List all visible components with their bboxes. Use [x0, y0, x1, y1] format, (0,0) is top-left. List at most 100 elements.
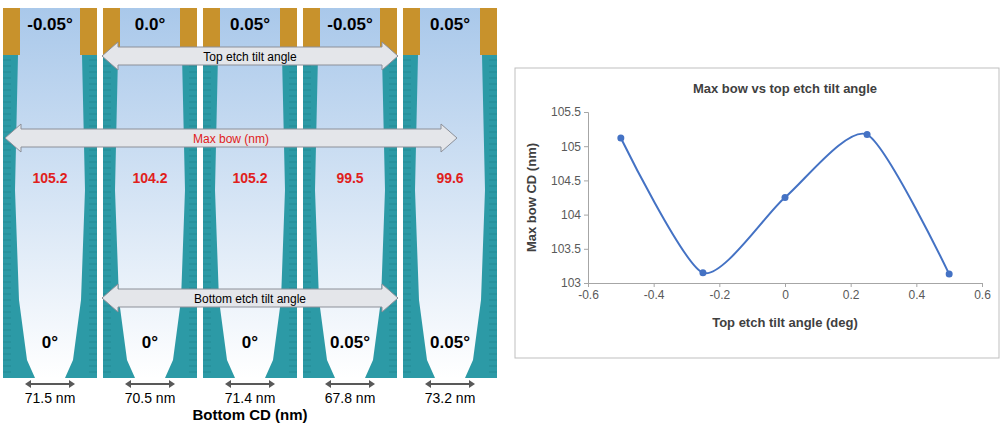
striation: [89, 60, 97, 61]
striation: [3, 192, 11, 193]
y-tick-label: 105.5: [551, 105, 581, 119]
striation: [303, 276, 311, 277]
striation: [289, 78, 297, 79]
striation: [203, 354, 211, 355]
arrow-body: [5, 124, 457, 152]
striation: [189, 366, 197, 367]
striation: [289, 288, 297, 289]
striation: [89, 228, 97, 229]
striation: [489, 360, 497, 361]
striation: [189, 186, 197, 187]
striation: [403, 270, 411, 271]
striation: [303, 72, 311, 73]
striation: [89, 222, 97, 223]
striation: [3, 246, 11, 247]
striation: [403, 324, 411, 325]
striation: [289, 282, 297, 283]
striation: [3, 228, 11, 229]
striation: [489, 336, 497, 337]
striation: [89, 216, 97, 217]
cd-arrowhead: [269, 380, 275, 388]
striation: [403, 258, 411, 259]
striation: [289, 360, 297, 361]
striation: [3, 222, 11, 223]
striation: [389, 108, 397, 109]
striation: [303, 192, 311, 193]
striation: [403, 78, 411, 79]
striation: [389, 210, 397, 211]
y-axis: 103103.5104104.5105105.5: [551, 105, 589, 290]
striation: [403, 174, 411, 175]
data-point: [617, 134, 624, 141]
striation: [203, 348, 211, 349]
striation: [189, 342, 197, 343]
striation: [303, 120, 311, 121]
striation: [89, 300, 97, 301]
striation: [203, 156, 211, 157]
striation: [103, 102, 111, 103]
striation: [89, 318, 97, 319]
striation: [389, 78, 397, 79]
wall: [465, 55, 497, 378]
striation: [3, 306, 11, 307]
striation: [489, 78, 497, 79]
striation: [189, 102, 197, 103]
wall: [403, 55, 435, 378]
striation: [489, 66, 497, 67]
striation: [103, 282, 111, 283]
striation: [203, 120, 211, 121]
striation: [303, 150, 311, 151]
striation: [3, 216, 11, 217]
striation: [403, 198, 411, 199]
striation: [189, 90, 197, 91]
wall: [265, 55, 297, 378]
striation: [289, 318, 297, 319]
striation: [203, 276, 211, 277]
striation: [3, 330, 11, 331]
striation: [303, 348, 311, 349]
striation: [289, 186, 297, 187]
striation: [203, 282, 211, 283]
striation: [189, 192, 197, 193]
striation: [89, 210, 97, 211]
striation: [203, 150, 211, 151]
striation: [489, 252, 497, 253]
striation: [203, 234, 211, 235]
striation: [389, 234, 397, 235]
striation: [103, 372, 111, 373]
striation: [3, 372, 11, 373]
striation: [289, 222, 297, 223]
striation: [303, 372, 311, 373]
striation: [103, 168, 111, 169]
striation: [203, 330, 211, 331]
striation: [289, 150, 297, 151]
striation: [403, 354, 411, 355]
x-tick-mark: [785, 283, 786, 287]
striation: [289, 276, 297, 277]
striation: [189, 354, 197, 355]
striation: [389, 330, 397, 331]
striation: [203, 198, 211, 199]
striation: [203, 372, 211, 373]
striation: [89, 336, 97, 337]
striation: [289, 330, 297, 331]
striation: [203, 162, 211, 163]
striation: [289, 312, 297, 313]
wall: [65, 55, 97, 378]
double-arrow: Bottom etch tilt angle: [102, 284, 398, 312]
striation: [89, 168, 97, 169]
striation: [289, 102, 297, 103]
striation: [303, 312, 311, 313]
cd-arrowhead: [325, 380, 331, 388]
striation: [3, 156, 11, 157]
striation: [389, 246, 397, 247]
striation: [403, 102, 411, 103]
striation: [389, 264, 397, 265]
striation: [103, 360, 111, 361]
striation: [403, 282, 411, 283]
striation: [189, 120, 197, 121]
striation: [489, 342, 497, 343]
striation: [289, 336, 297, 337]
striation: [189, 330, 197, 331]
striation: [89, 288, 97, 289]
